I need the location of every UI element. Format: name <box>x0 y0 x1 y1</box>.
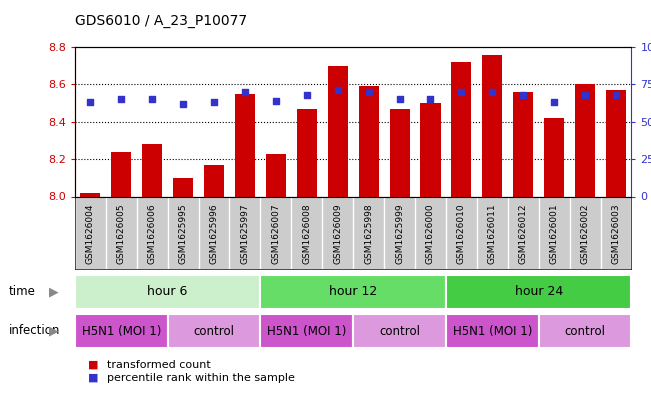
Text: GSM1626012: GSM1626012 <box>519 204 528 264</box>
Text: ■: ■ <box>88 373 98 383</box>
Text: ▶: ▶ <box>49 285 59 298</box>
Text: ■: ■ <box>88 360 98 370</box>
Bar <box>297 109 317 196</box>
Point <box>271 98 281 104</box>
Bar <box>111 152 132 196</box>
Bar <box>266 154 286 196</box>
Point <box>487 89 497 95</box>
Text: hour 6: hour 6 <box>147 285 188 298</box>
Bar <box>260 275 446 309</box>
Text: GSM1625998: GSM1625998 <box>364 204 373 264</box>
Bar <box>606 90 626 196</box>
Text: GSM1626007: GSM1626007 <box>271 204 281 264</box>
Text: GSM1626003: GSM1626003 <box>611 204 620 264</box>
Bar <box>80 193 100 196</box>
Bar <box>544 118 564 196</box>
Text: GSM1626011: GSM1626011 <box>488 204 497 264</box>
Bar <box>451 62 471 196</box>
Point <box>85 99 96 106</box>
Point <box>518 92 529 98</box>
Text: hour 12: hour 12 <box>329 285 378 298</box>
Text: GSM1625996: GSM1625996 <box>210 204 219 264</box>
Text: GSM1626000: GSM1626000 <box>426 204 435 264</box>
Bar <box>173 178 193 196</box>
Point <box>178 101 188 107</box>
Text: transformed count: transformed count <box>107 360 211 370</box>
Point <box>116 96 126 103</box>
Text: control: control <box>564 325 605 338</box>
Bar <box>421 103 441 196</box>
Bar <box>168 314 260 348</box>
Text: control: control <box>193 325 234 338</box>
Text: GSM1626010: GSM1626010 <box>457 204 466 264</box>
Point <box>363 89 374 95</box>
Bar <box>446 275 631 309</box>
Text: GSM1626005: GSM1626005 <box>117 204 126 264</box>
Bar <box>539 314 631 348</box>
Text: H5N1 (MOI 1): H5N1 (MOI 1) <box>452 325 532 338</box>
Text: GSM1626001: GSM1626001 <box>549 204 559 264</box>
Point <box>456 89 467 95</box>
Point <box>580 92 590 98</box>
Bar <box>204 165 224 196</box>
Bar <box>446 314 539 348</box>
Bar <box>575 84 595 196</box>
Text: GDS6010 / A_23_P10077: GDS6010 / A_23_P10077 <box>75 13 247 28</box>
Text: hour 24: hour 24 <box>514 285 563 298</box>
Bar <box>482 55 503 196</box>
Text: GSM1625995: GSM1625995 <box>178 204 187 264</box>
Text: GSM1626008: GSM1626008 <box>302 204 311 264</box>
Text: infection: infection <box>8 324 60 338</box>
Text: H5N1 (MOI 1): H5N1 (MOI 1) <box>267 325 346 338</box>
Bar <box>75 314 168 348</box>
Point <box>147 96 158 103</box>
Text: control: control <box>379 325 420 338</box>
Text: percentile rank within the sample: percentile rank within the sample <box>107 373 296 383</box>
Text: GSM1626009: GSM1626009 <box>333 204 342 264</box>
Bar <box>389 109 409 196</box>
Bar <box>359 86 379 196</box>
Text: GSM1626002: GSM1626002 <box>581 204 590 264</box>
Point <box>301 92 312 98</box>
Text: time: time <box>8 285 35 298</box>
Point <box>549 99 559 106</box>
Bar <box>75 275 260 309</box>
Point <box>425 96 436 103</box>
Text: GSM1626004: GSM1626004 <box>86 204 95 264</box>
Point <box>240 89 250 95</box>
Text: GSM1626006: GSM1626006 <box>148 204 157 264</box>
Point <box>611 92 621 98</box>
Text: H5N1 (MOI 1): H5N1 (MOI 1) <box>81 325 161 338</box>
Point <box>333 87 343 94</box>
Bar <box>353 314 446 348</box>
Text: ▶: ▶ <box>49 324 59 338</box>
Point <box>395 96 405 103</box>
Bar <box>513 92 533 196</box>
Text: GSM1625997: GSM1625997 <box>240 204 249 264</box>
Bar <box>142 144 162 196</box>
Bar <box>260 314 353 348</box>
Bar <box>327 66 348 196</box>
Text: GSM1625999: GSM1625999 <box>395 204 404 264</box>
Bar <box>235 94 255 196</box>
Point <box>209 99 219 106</box>
